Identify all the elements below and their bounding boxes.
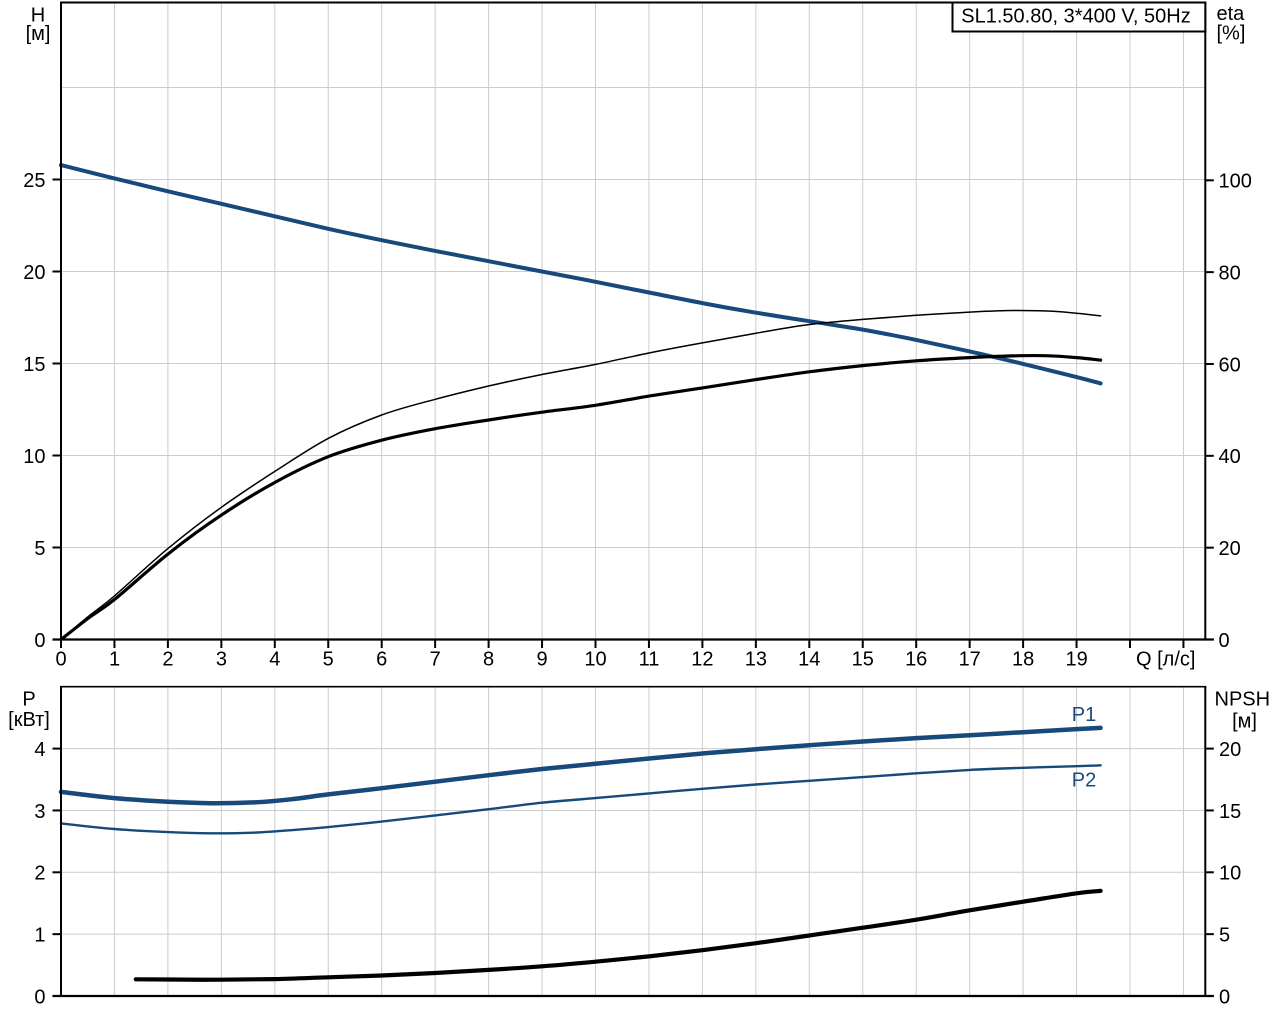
svg-text:20: 20 xyxy=(23,262,45,284)
svg-text:80: 80 xyxy=(1219,262,1241,284)
svg-text:10: 10 xyxy=(1219,863,1241,885)
svg-text:8: 8 xyxy=(483,648,494,670)
svg-text:0: 0 xyxy=(34,630,45,652)
svg-text:13: 13 xyxy=(745,648,767,670)
svg-text:[%]: [%] xyxy=(1217,23,1246,45)
svg-text:NPSH: NPSH xyxy=(1215,688,1271,710)
svg-text:10: 10 xyxy=(584,648,606,670)
svg-text:16: 16 xyxy=(905,648,927,670)
svg-text:10: 10 xyxy=(23,446,45,468)
svg-text:20: 20 xyxy=(1219,538,1241,560)
svg-text:9: 9 xyxy=(536,648,547,670)
svg-text:eta: eta xyxy=(1217,3,1246,25)
svg-text:19: 19 xyxy=(1065,648,1087,670)
svg-text:0: 0 xyxy=(1219,986,1230,1008)
svg-text:[м]: [м] xyxy=(26,23,51,45)
svg-text:11: 11 xyxy=(639,648,660,670)
svg-text:5: 5 xyxy=(34,538,45,560)
svg-text:7: 7 xyxy=(430,648,441,670)
svg-text:4: 4 xyxy=(269,648,280,670)
svg-text:0: 0 xyxy=(34,986,45,1008)
svg-text:25: 25 xyxy=(23,170,45,192)
svg-text:P1: P1 xyxy=(1072,704,1096,726)
svg-text:[кВт]: [кВт] xyxy=(8,709,50,731)
svg-text:0: 0 xyxy=(1219,630,1230,652)
svg-text:17: 17 xyxy=(959,648,981,670)
svg-text:6: 6 xyxy=(376,648,387,670)
svg-text:3: 3 xyxy=(216,648,227,670)
svg-text:14: 14 xyxy=(798,648,820,670)
svg-text:[м]: [м] xyxy=(1232,711,1257,733)
svg-text:15: 15 xyxy=(23,354,45,376)
svg-text:12: 12 xyxy=(691,648,713,670)
svg-text:1: 1 xyxy=(34,924,45,946)
svg-text:20: 20 xyxy=(1219,739,1241,761)
svg-text:P: P xyxy=(22,688,35,710)
svg-text:3: 3 xyxy=(34,801,45,823)
svg-text:1: 1 xyxy=(109,648,120,670)
svg-text:15: 15 xyxy=(852,648,874,670)
svg-text:0: 0 xyxy=(55,648,66,670)
svg-text:SL1.50.80, 3*400 V, 50Hz: SL1.50.80, 3*400 V, 50Hz xyxy=(961,6,1190,28)
svg-text:18: 18 xyxy=(1012,648,1034,670)
svg-text:5: 5 xyxy=(1219,924,1230,946)
svg-text:5: 5 xyxy=(323,648,334,670)
svg-text:H: H xyxy=(31,4,45,26)
svg-text:2: 2 xyxy=(162,648,173,670)
svg-text:Q [л/с]: Q [л/с] xyxy=(1136,648,1195,670)
svg-text:2: 2 xyxy=(34,863,45,885)
svg-text:100: 100 xyxy=(1219,171,1252,193)
svg-text:40: 40 xyxy=(1219,446,1241,468)
svg-text:15: 15 xyxy=(1219,801,1241,823)
svg-text:P2: P2 xyxy=(1072,770,1096,792)
svg-text:60: 60 xyxy=(1219,354,1241,376)
svg-text:4: 4 xyxy=(34,739,45,761)
